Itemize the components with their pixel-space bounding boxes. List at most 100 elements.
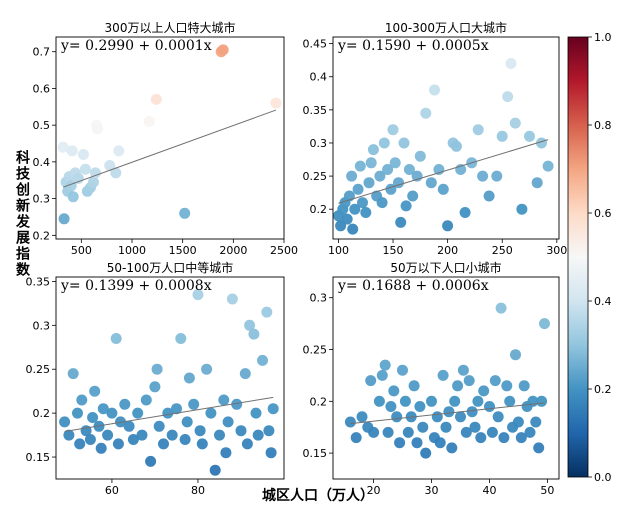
scatter-point <box>188 398 200 410</box>
scatter-point <box>145 455 157 467</box>
x-tick-label: 300 <box>546 244 567 257</box>
scatter-point <box>217 44 229 56</box>
scatter-point <box>536 395 548 407</box>
scatter-point <box>459 207 471 218</box>
axes-frame <box>332 276 560 480</box>
x-tick-label: 1000 <box>118 244 146 257</box>
scatter-point <box>466 406 478 418</box>
scatter-point <box>196 438 208 450</box>
scatter-point <box>347 223 359 235</box>
scatter-point <box>72 172 84 184</box>
y-tick-label: 0.3 <box>310 137 328 150</box>
scatter-point <box>449 395 461 407</box>
scatter-point <box>518 380 530 392</box>
scatter-point <box>484 401 495 412</box>
scatter-point <box>244 319 256 331</box>
scatter-point <box>536 137 547 149</box>
scatter-point <box>452 380 464 392</box>
scatter-point <box>402 426 414 438</box>
scatter-point <box>346 170 358 182</box>
scatter-point <box>67 368 79 380</box>
y-tick-label: 0.45 <box>303 38 328 51</box>
scatter-point <box>74 438 86 450</box>
scatter-point <box>498 432 510 444</box>
y-tick-label: 0.35 <box>303 104 328 117</box>
scatter-point <box>483 190 495 202</box>
scatter-point <box>175 333 187 344</box>
scatter-point <box>218 394 230 406</box>
scatter-point <box>373 395 385 407</box>
scatter-point <box>257 354 268 366</box>
scatter-point <box>222 416 234 428</box>
scatter-point <box>102 429 114 441</box>
scatter-point <box>104 160 116 171</box>
scatter-point <box>429 84 440 96</box>
scatter-point <box>248 328 260 340</box>
scatter-point <box>442 220 454 232</box>
scatter-point <box>261 306 273 318</box>
scatter-point <box>531 177 543 189</box>
scatter-point <box>477 170 489 182</box>
scatter-point <box>407 190 419 202</box>
scatter-point <box>472 124 484 136</box>
y-tick-label: 0.2 <box>310 395 328 408</box>
scatter-point <box>382 426 394 438</box>
scatter-point <box>171 403 182 415</box>
scatter-point <box>516 203 528 215</box>
scatter-point <box>95 442 107 454</box>
panel-title: 300万以上人口特大城市 <box>105 20 236 35</box>
scatter-point <box>389 157 401 169</box>
y-tick-label: 0.6 <box>33 82 51 95</box>
scatter-point <box>97 403 109 415</box>
scatter-point <box>132 407 144 419</box>
scatter-point <box>123 420 135 432</box>
scatter-point <box>403 164 415 175</box>
y-axis-label: 科技创新发展指数 <box>14 149 31 278</box>
scatter-point <box>431 411 443 423</box>
scatter-point <box>539 318 550 330</box>
y-tick-label: 0.2 <box>310 203 328 216</box>
chart-panel-1: 300万以上人口特大城市 y= 0.2990 + 0.0001x 500 1000 15… <box>33 20 299 257</box>
scatter-point <box>504 395 516 407</box>
scatter-point <box>387 124 399 136</box>
scatter-point <box>501 380 513 392</box>
x-tick-label: 500 <box>71 244 92 257</box>
scatter-point <box>263 425 275 437</box>
scatter-point <box>153 420 165 432</box>
scatter-point <box>376 369 388 381</box>
scatter-point <box>344 416 356 428</box>
x-tick-label: 2000 <box>219 244 247 257</box>
scatter-point <box>335 220 347 232</box>
scatter-point <box>512 416 524 428</box>
colorbar-tick-label: 0.0 <box>594 471 612 484</box>
scatter-point <box>385 401 397 412</box>
scatter-point <box>194 425 206 437</box>
scatter-point <box>379 359 391 371</box>
axes-frame <box>332 36 560 240</box>
x-tick-label: 2500 <box>270 244 298 257</box>
colorbar-tick-label: 0.8 <box>594 119 612 132</box>
scatter-point <box>354 160 366 172</box>
scatter-point <box>214 429 225 441</box>
scatter-point <box>150 93 162 105</box>
scatter-point <box>77 149 89 160</box>
scatter-point <box>357 197 368 209</box>
scatter-point <box>127 434 139 445</box>
scatter-point <box>457 364 469 376</box>
scatter-point <box>341 213 353 225</box>
scatter-point <box>79 163 91 175</box>
y-tick-label: 0.3 <box>310 292 328 305</box>
scatter-point <box>382 164 394 175</box>
scatter-point <box>90 167 101 179</box>
y-tick-label: 0.15 <box>26 451 51 464</box>
scatter-point <box>350 432 362 444</box>
scatter-point <box>151 363 163 375</box>
x-tick-label: 50 <box>540 484 554 497</box>
scatter-point <box>437 183 449 195</box>
scatter-point <box>414 401 426 412</box>
scatter-point <box>524 426 536 438</box>
x-tick-label: 250 <box>492 244 513 257</box>
regression-line <box>338 139 549 204</box>
scatter-point <box>368 426 380 438</box>
